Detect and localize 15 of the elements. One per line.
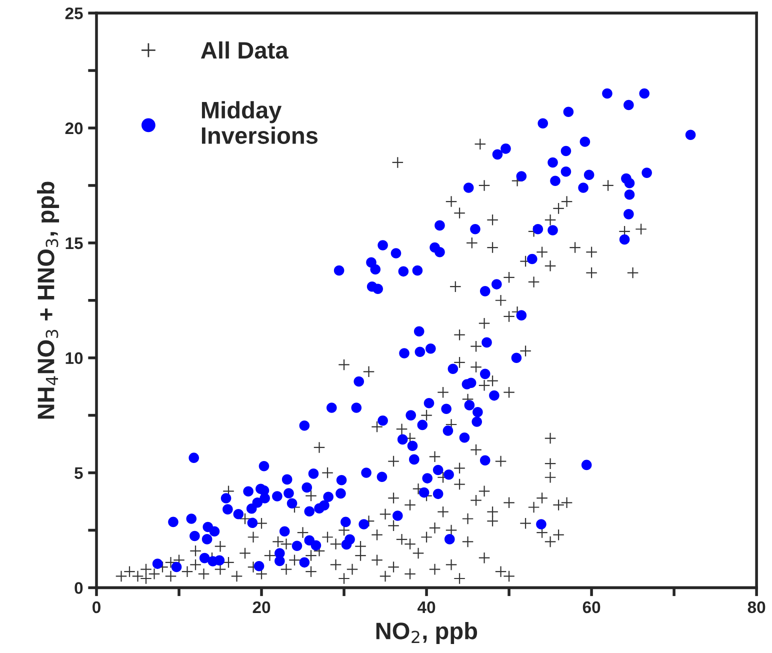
y-tick-label: 20: [65, 122, 83, 134]
x-tick-label: 60: [582, 601, 600, 614]
y-tick-label: 10: [66, 352, 83, 364]
y-tick-label: 25: [65, 7, 83, 20]
x-axis-title: NO$_{2}$, ppb: [376, 622, 478, 644]
x-tick-label: 40: [418, 601, 436, 614]
legend-label: All Data: [200, 41, 288, 59]
y-tick-label: 15: [66, 237, 83, 250]
y-axis-title: NH$_{4}$NO$_{3}$ + HNO$_{3}$, ppb: [37, 182, 60, 419]
x-tick-label: 20: [252, 601, 270, 614]
y-tick-label: 5: [74, 467, 83, 479]
y-tick-label: 0: [74, 582, 83, 594]
x-tick-label: 0: [92, 601, 100, 614]
legend-label: Midday Inversions: [202, 101, 318, 144]
x-tick-label: 80: [748, 601, 766, 614]
